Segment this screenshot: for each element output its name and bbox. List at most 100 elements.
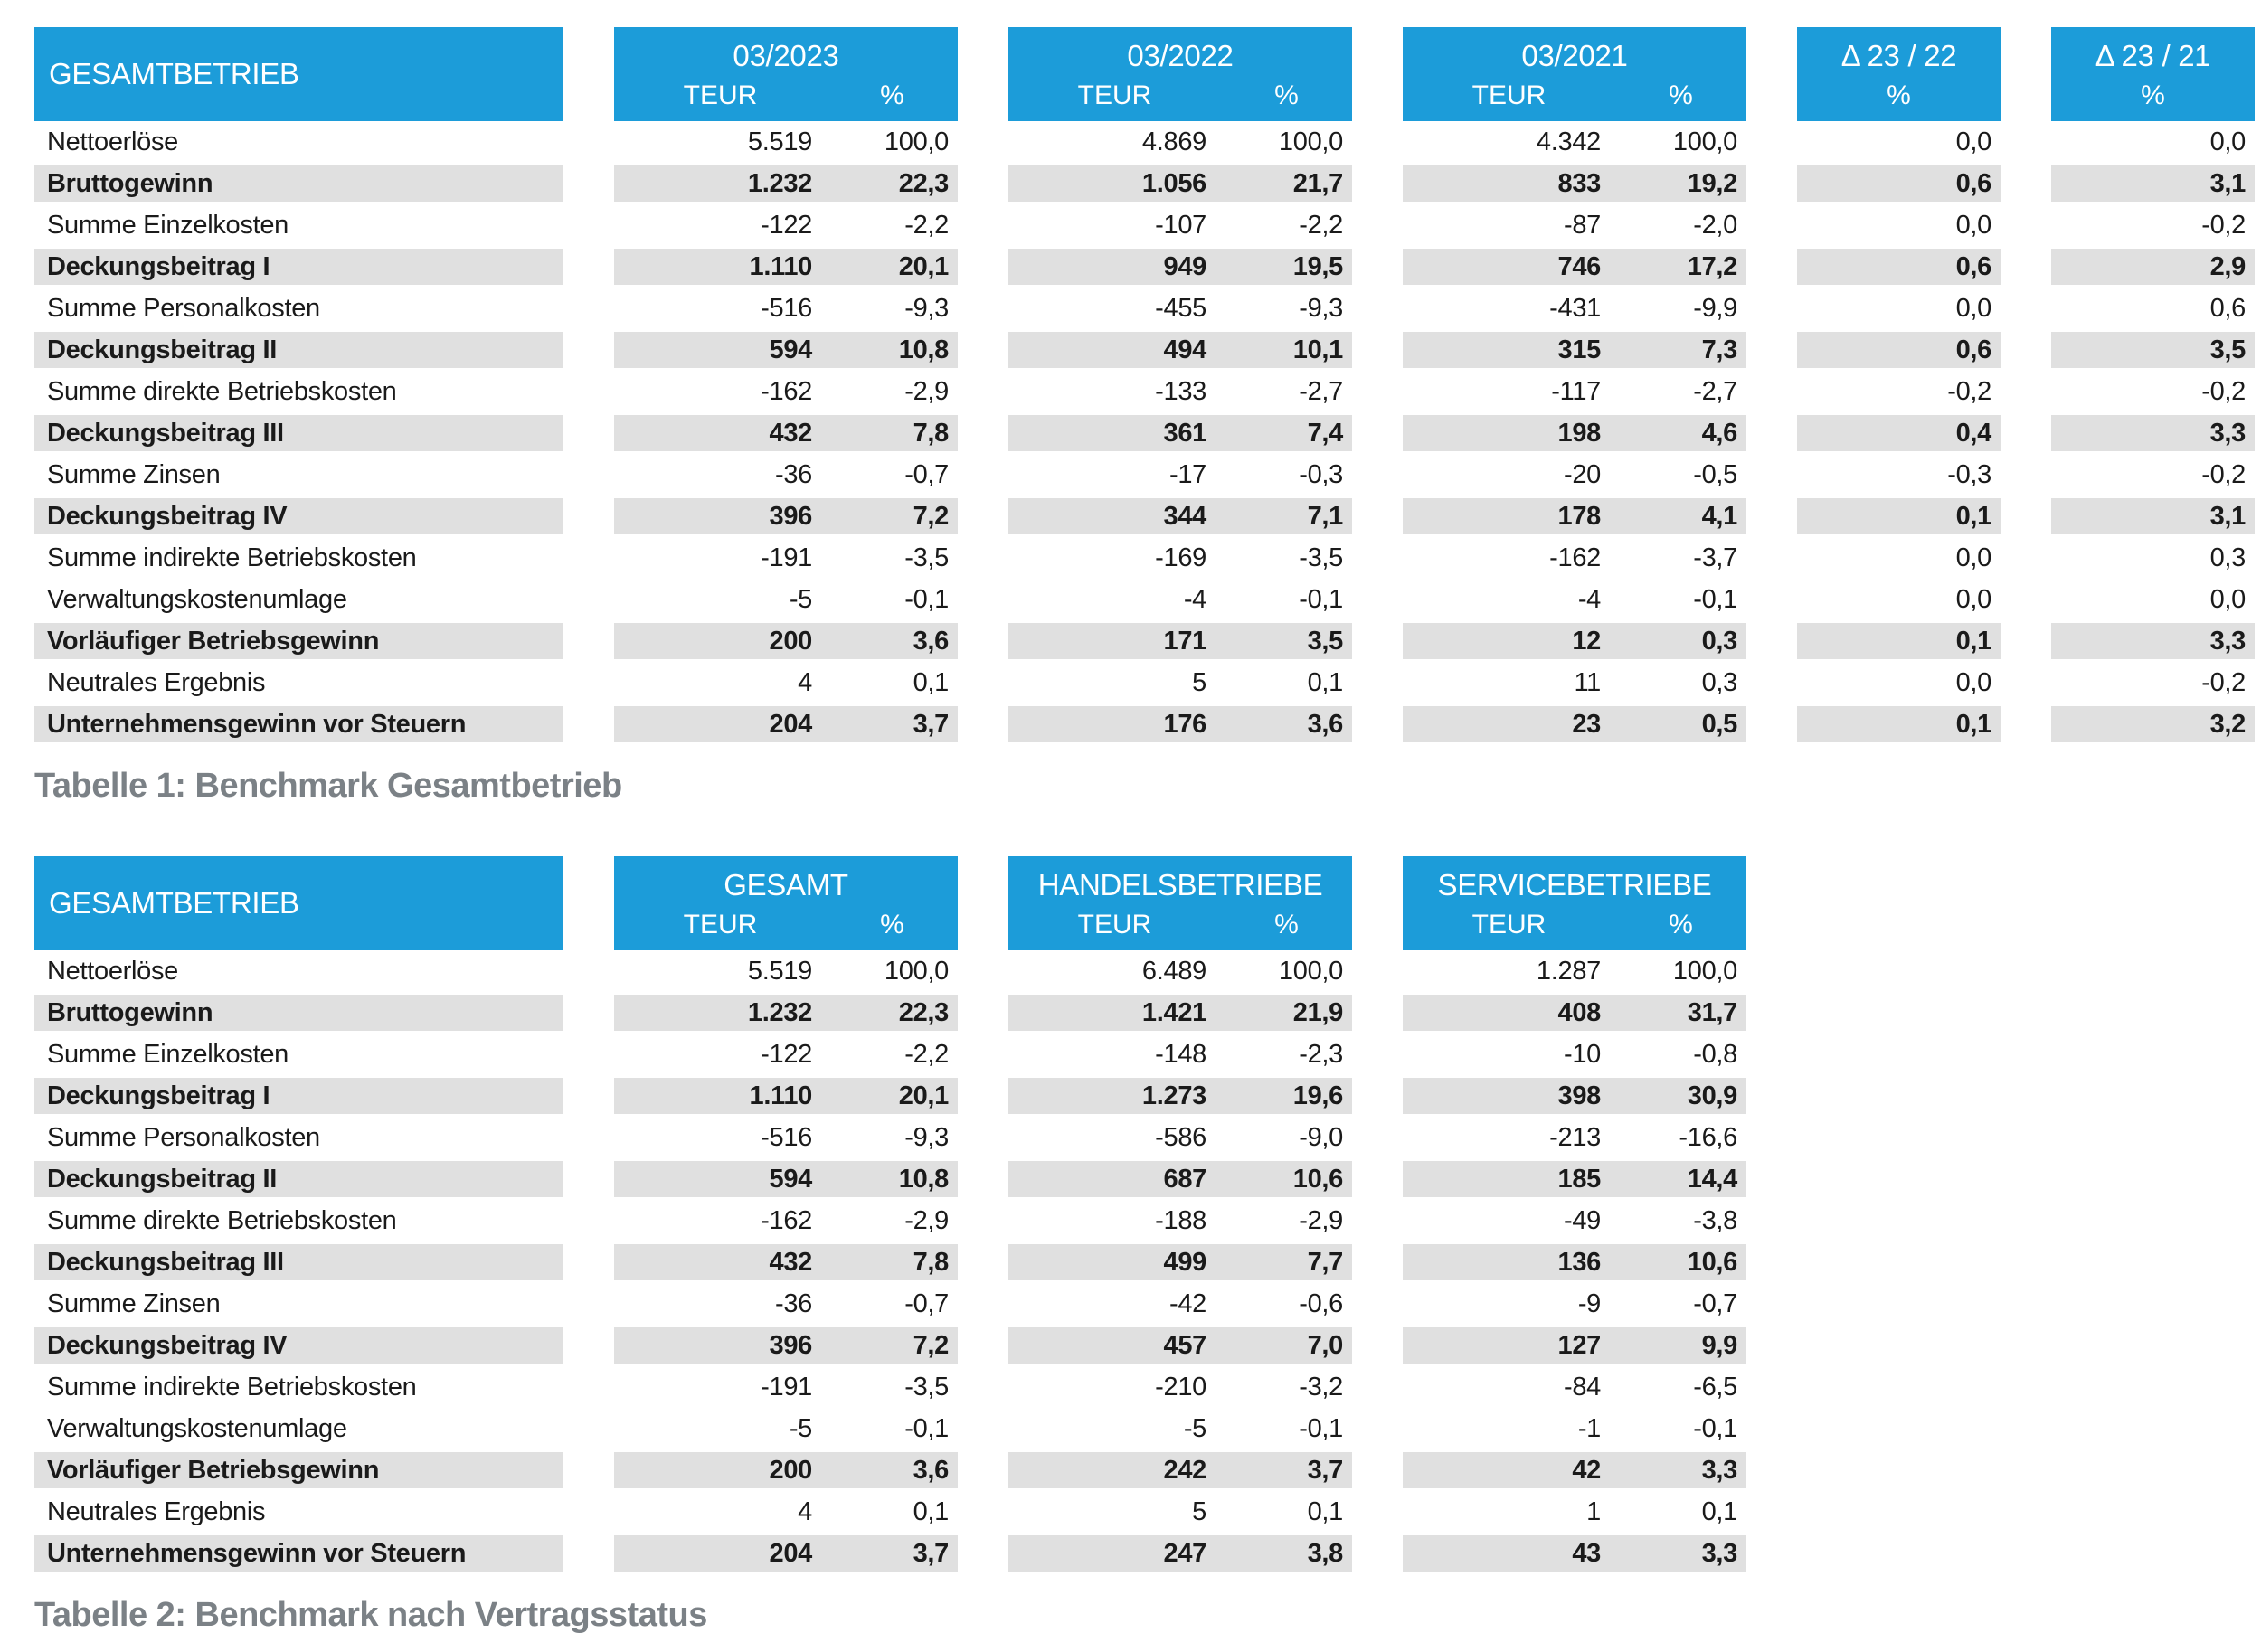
value-group: 0,0: [1797, 290, 2001, 326]
cell-teur: 4: [798, 668, 812, 697]
value-group: 398 30,9: [1403, 1078, 1746, 1114]
value-group: -516 -9,3: [614, 290, 958, 326]
cell-percent: -9,0: [1299, 1123, 1343, 1152]
value-group: 0,0: [1797, 124, 2001, 160]
table-row: Nettoerlöse 5.519 100,0 4.869 100,0 4.342 100,…: [34, 124, 2261, 160]
value-group: -162 -2,9: [614, 1203, 958, 1239]
cell-percent: 100,0: [1672, 127, 1737, 156]
value-group: 0,1: [1797, 706, 2001, 742]
cell-teur: -87: [1563, 211, 1601, 240]
group-subheaders: TEUR%: [1403, 78, 1746, 119]
cell-teur: 242: [1163, 1456, 1207, 1485]
cell-percent: 7,3: [1701, 335, 1738, 364]
cell-percent: -2,3: [1299, 1040, 1343, 1069]
cell-teur: 1: [1586, 1497, 1601, 1526]
cell-percent: 0,1: [1955, 627, 1992, 656]
group-title: Δ 23 / 21: [2095, 39, 2211, 72]
column-label: TEUR: [1471, 80, 1547, 110]
value-group: 12 0,3: [1403, 623, 1746, 659]
row-label: Summe Personalkosten: [47, 1123, 320, 1152]
cell-teur: -191: [761, 543, 812, 572]
value-group: -5 -0,1: [614, 581, 958, 618]
cell-teur: 4.869: [1141, 127, 1206, 156]
value-group: 594 10,8: [614, 1161, 958, 1197]
value-group: 2,9: [2051, 249, 2255, 285]
value-group: -148 -2,3: [1008, 1036, 1352, 1072]
cell-teur: 136: [1557, 1248, 1602, 1277]
table-caption: Tabelle 1: Benchmark Gesamtbetrieb: [34, 767, 622, 805]
value-group: -117 -2,7: [1403, 373, 1746, 410]
value-group: -4 -0,1: [1403, 581, 1746, 618]
value-group: 204 3,7: [614, 706, 958, 742]
value-group: 1.056 21,7: [1008, 165, 1352, 202]
cell-teur: 198: [1557, 419, 1602, 448]
value-group: -191 -3,5: [614, 540, 958, 576]
corner-header: GESAMTBETRIEB: [34, 856, 563, 950]
row-label: Summe Einzelkosten: [47, 211, 289, 240]
row-label: Summe Personalkosten: [47, 294, 320, 323]
cell-teur: -516: [761, 1123, 812, 1152]
cell-teur: -84: [1563, 1373, 1601, 1402]
value-group: 0,4: [1797, 415, 2001, 451]
cell-percent: 3,7: [913, 1539, 950, 1568]
value-group: -210 -3,2: [1008, 1369, 1352, 1405]
cell-percent: 3,3: [1701, 1456, 1738, 1485]
row-label: Summe Zinsen: [47, 1289, 221, 1318]
value-group: -122 -2,2: [614, 207, 958, 243]
cell-teur: 5.519: [747, 127, 812, 156]
cell-percent: 4,6: [1701, 419, 1738, 448]
cell-teur: -210: [1155, 1373, 1206, 1402]
cell-percent: -9,9: [1693, 294, 1737, 323]
value-group: -0,2: [2051, 207, 2255, 243]
table-row: Vorläufiger Betriebsgewinn 200 3,6 171 3,5 12…: [34, 623, 2261, 659]
cell-percent: -0,1: [1299, 585, 1343, 614]
row-label: Unternehmensgewinn vor Steuern: [34, 1535, 563, 1572]
value-group: -5 -0,1: [1008, 1411, 1352, 1447]
cell-percent: -3,2: [1299, 1373, 1343, 1402]
cell-percent: 3,5: [1307, 627, 1344, 656]
value-group: -49 -3,8: [1403, 1203, 1746, 1239]
table-row: Nettoerlöse 5.519 100,0 6.489 100,0 1.287 100,…: [34, 953, 2261, 989]
value-group: -4 -0,1: [1008, 581, 1352, 618]
row-label: Vorläufiger Betriebsgewinn: [34, 1452, 563, 1488]
table-row: Summe Einzelkosten -122 -2,2 -107 -2,2 -87 -2,…: [34, 207, 2261, 243]
cell-percent: 100,0: [884, 957, 949, 986]
cell-teur: -5: [789, 1414, 812, 1443]
cell-percent: -0,2: [2201, 211, 2246, 240]
value-group: 687 10,6: [1008, 1161, 1352, 1197]
row-label: Vorläufiger Betriebsgewinn: [34, 623, 563, 659]
cell-percent: 0,1: [913, 1497, 950, 1526]
value-group: 3,3: [2051, 415, 2255, 451]
cell-percent: 0,6: [1955, 252, 1992, 281]
cell-teur: 42: [1572, 1456, 1601, 1485]
column-group-header: HANDELSBETRIEBE TEUR%: [1008, 856, 1352, 950]
group-subheaders: TEUR%: [614, 907, 958, 949]
value-group: -84 -6,5: [1403, 1369, 1746, 1405]
cell-percent: -0,1: [1693, 585, 1737, 614]
group-subheaders: TEUR%: [1008, 907, 1352, 949]
value-group: -9 -0,7: [1403, 1286, 1746, 1322]
corner-label: GESAMTBETRIEB: [49, 886, 299, 920]
value-group: 833 19,2: [1403, 165, 1746, 202]
cell-teur: -20: [1563, 460, 1601, 489]
value-group: -455 -9,3: [1008, 290, 1352, 326]
table-row: Bruttogewinn 1.232 22,3 1.421 21,9 408 31,7: [34, 995, 2261, 1031]
cell-percent: 30,9: [1687, 1081, 1738, 1110]
table-row: Deckungsbeitrag IV 396 7,2 344 7,1 178 4,1 0,1 3…: [34, 498, 2261, 534]
table-row: Deckungsbeitrag III 432 7,8 361 7,4 198 4,6 0,4…: [34, 415, 2261, 451]
value-group: 3,3: [2051, 623, 2255, 659]
row-label: Summe Einzelkosten: [47, 1040, 289, 1069]
cell-percent: 0,0: [1955, 127, 1992, 156]
table-row: Deckungsbeitrag IV 396 7,2 457 7,0 127 9,9: [34, 1327, 2261, 1364]
cell-teur: -117: [1551, 377, 1601, 406]
cell-teur: 6.489: [1141, 957, 1206, 986]
cell-percent: -2,2: [904, 211, 949, 240]
row-label: Summe direkte Betriebskosten: [47, 1206, 397, 1235]
value-group: 6.489 100,0: [1008, 953, 1352, 989]
table-row: Summe Personalkosten -516 -9,3 -455 -9,3 -431…: [34, 290, 2261, 326]
cell-teur: 23: [1572, 710, 1601, 739]
cell-percent: 3,1: [2209, 169, 2247, 198]
cell-percent: 3,3: [1701, 1539, 1738, 1568]
cell-percent: -0,1: [904, 585, 949, 614]
cell-percent: 0,6: [1955, 335, 1992, 364]
